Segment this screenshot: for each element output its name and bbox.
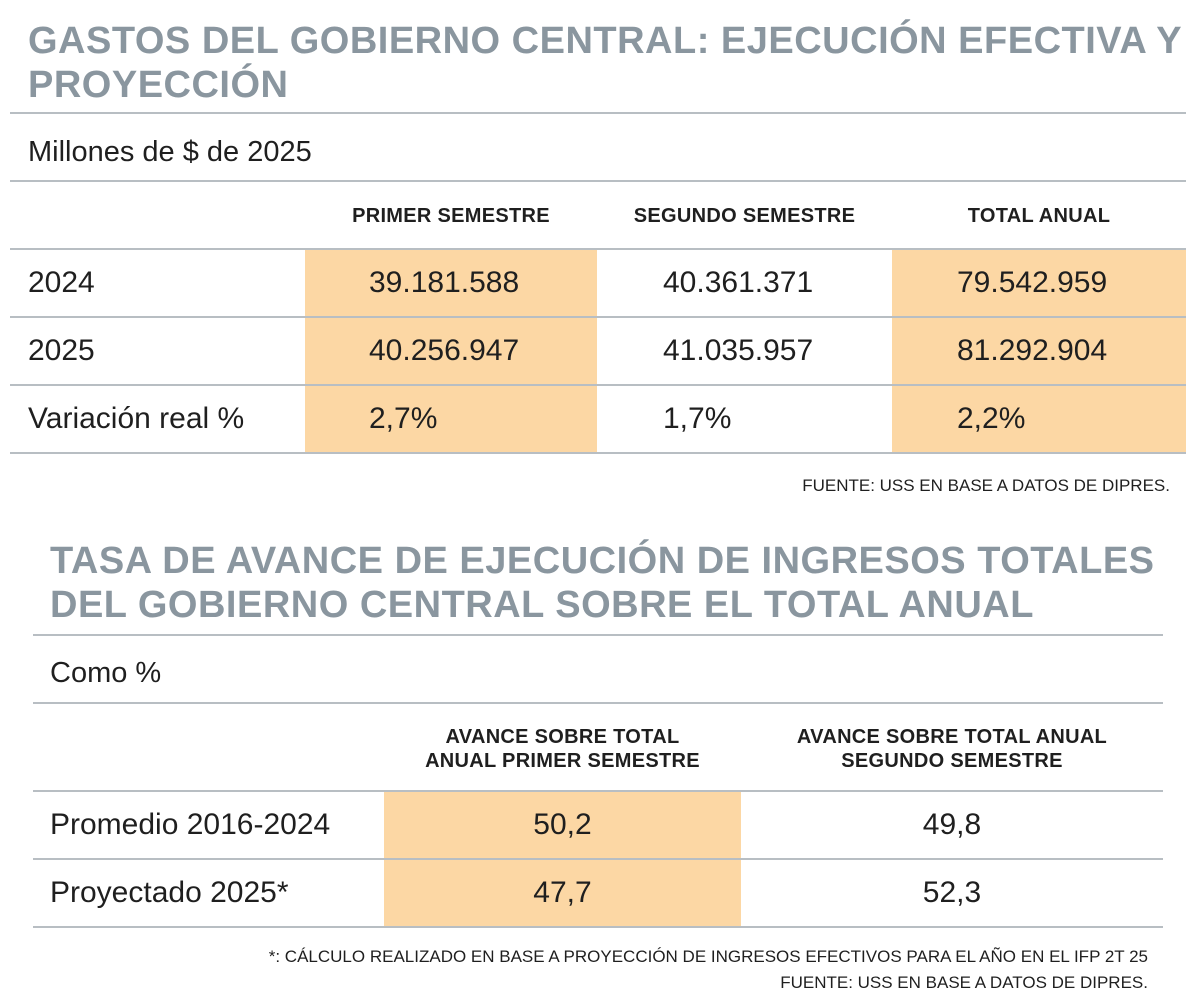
table1-cell: 2,2% <box>892 386 1186 452</box>
table1-cell: 1,7% <box>663 402 732 435</box>
divider <box>33 634 1163 636</box>
table1-row-label: 2025 <box>28 334 95 367</box>
table1-header-total-anual: TOTAL ANUAL <box>967 205 1111 227</box>
divider <box>10 180 1186 182</box>
table1-header-primer-semestre: PRIMER SEMESTRE <box>352 205 550 227</box>
table2-cell: 50,2 <box>384 792 741 858</box>
divider <box>33 858 1163 860</box>
divider <box>10 452 1186 454</box>
table2-cell: 52,3 <box>922 876 982 909</box>
table2-source: FUENTE: USS EN BASE A DATOS DE DIPRES. <box>780 973 1148 992</box>
table1-title: GASTOS DEL GOBIERNO CENTRAL: EJECUCIÓN E… <box>28 20 1182 106</box>
divider <box>10 112 1186 114</box>
table1-source: FUENTE: USS EN BASE A DATOS DE DIPRES. <box>802 476 1170 495</box>
table1-cell: 2,7% <box>305 386 597 452</box>
table2-row-label: Promedio 2016-2024 <box>50 808 331 841</box>
divider <box>33 790 1163 792</box>
divider <box>10 384 1186 386</box>
divider <box>33 926 1163 928</box>
table2-header-primer-semestre: AVANCE SOBRE TOTAL ANUAL PRIMER SEMESTRE <box>384 725 741 773</box>
table2-header-line: AVANCE SOBRE TOTAL ANUAL <box>796 726 1108 748</box>
table1-row-label: Variación real % <box>28 402 245 435</box>
table2-header-segundo-semestre: AVANCE SOBRE TOTAL ANUAL SEGUNDO SEMESTR… <box>741 725 1163 773</box>
table1-cell: 39.181.588 <box>305 250 597 316</box>
table1-cell: 40.361.371 <box>663 266 814 299</box>
divider <box>10 316 1186 318</box>
table2-note: *: CÁLCULO REALIZADO EN BASE A PROYECCIÓ… <box>268 947 1148 966</box>
table1-cell: 79.542.959 <box>892 250 1186 316</box>
table2-subtitle: Como % <box>50 657 162 689</box>
table1-cell: 81.292.904 <box>892 318 1186 384</box>
table2-row-label: Proyectado 2025* <box>50 876 289 909</box>
table2-header-line: ANUAL PRIMER SEMESTRE <box>425 750 700 772</box>
divider <box>10 248 1186 250</box>
table2-title: TASA DE AVANCE DE EJECUCIÓN DE INGRESOS … <box>50 540 1155 626</box>
table1-subtitle: Millones de $ de 2025 <box>28 136 312 168</box>
table2-cell: 47,7 <box>384 860 741 926</box>
table2-header-line: SEGUNDO SEMESTRE <box>841 750 1063 772</box>
table1-header-segundo-semestre: SEGUNDO SEMESTRE <box>633 205 856 227</box>
table2-cell: 49,8 <box>922 808 982 841</box>
table1-row-label: 2024 <box>28 266 95 299</box>
table1-cell: 41.035.957 <box>663 334 814 367</box>
divider <box>33 702 1163 704</box>
table2-header-line: AVANCE SOBRE TOTAL <box>445 726 680 748</box>
table1-cell: 40.256.947 <box>305 318 597 384</box>
